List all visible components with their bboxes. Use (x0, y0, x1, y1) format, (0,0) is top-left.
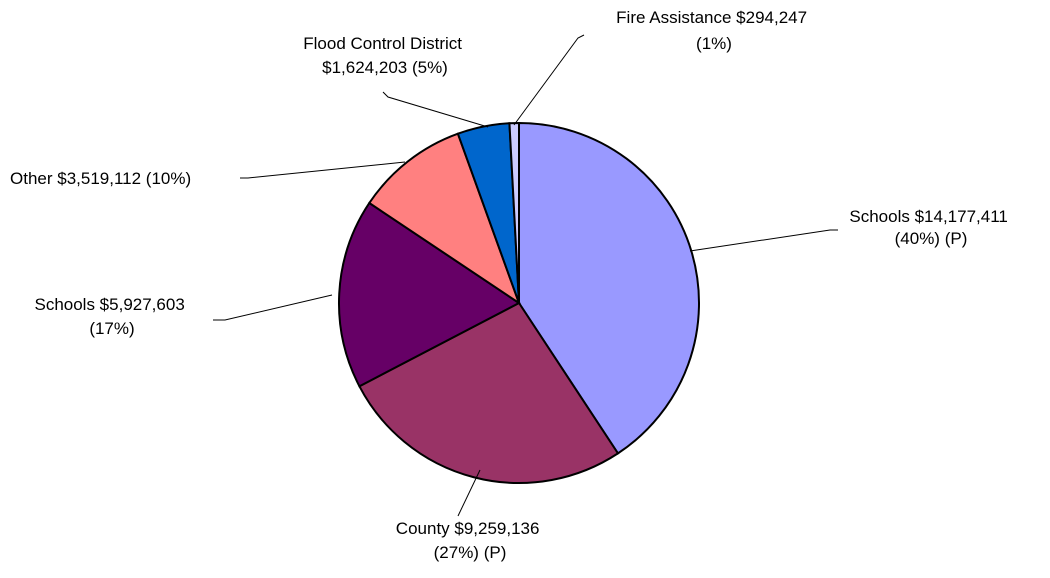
leader-line-fire-assistance (513, 34, 585, 126)
leader-line-other (240, 161, 406, 179)
label-fire-assistance-line2: (1%) (696, 34, 732, 53)
label-schools-40-line2: (40%) (P) (895, 229, 968, 248)
leader-line-county (457, 469, 481, 517)
slice-fire-assistance (508, 121, 520, 304)
label-fire-assistance: Fire Assistance $294,247 (1%) (616, 8, 812, 53)
slice-other (367, 132, 521, 306)
label-schools-40: Schools $14,177,411 (40%) (P) (849, 207, 1012, 248)
label-fire-assistance-line1: Fire Assistance $294,247 (616, 8, 807, 27)
label-county: County $9,259,136 (27%) (P) (396, 519, 544, 562)
slice-county (358, 301, 620, 484)
slice-schools-17 (338, 201, 521, 388)
leader-line-flood-control (382, 91, 489, 128)
label-flood-control-line1: Flood Control District (303, 34, 462, 53)
label-other-line1: Other $3,519,112 (10%) (10, 169, 191, 188)
leader-line-schools-40 (689, 229, 838, 252)
label-county-line1: County $9,259,136 (396, 519, 540, 538)
label-schools-17-line2: (17%) (89, 319, 134, 338)
label-flood-control: Flood Control District $1,624,203 (5%) (303, 34, 466, 77)
label-flood-control-line2: $1,624,203 (5%) (322, 58, 448, 77)
label-schools-17-line1: Schools $5,927,603 (34, 295, 184, 314)
label-schools-40-line1: Schools $14,177,411 (849, 207, 1007, 226)
pie-slices (338, 121, 700, 484)
label-schools-17: Schools $5,927,603 (17%) (34, 295, 189, 338)
leader-line-schools-17 (213, 294, 333, 321)
label-county-line2: (27%) (P) (434, 543, 507, 562)
label-other: Other $3,519,112 (10%) (10, 169, 191, 188)
